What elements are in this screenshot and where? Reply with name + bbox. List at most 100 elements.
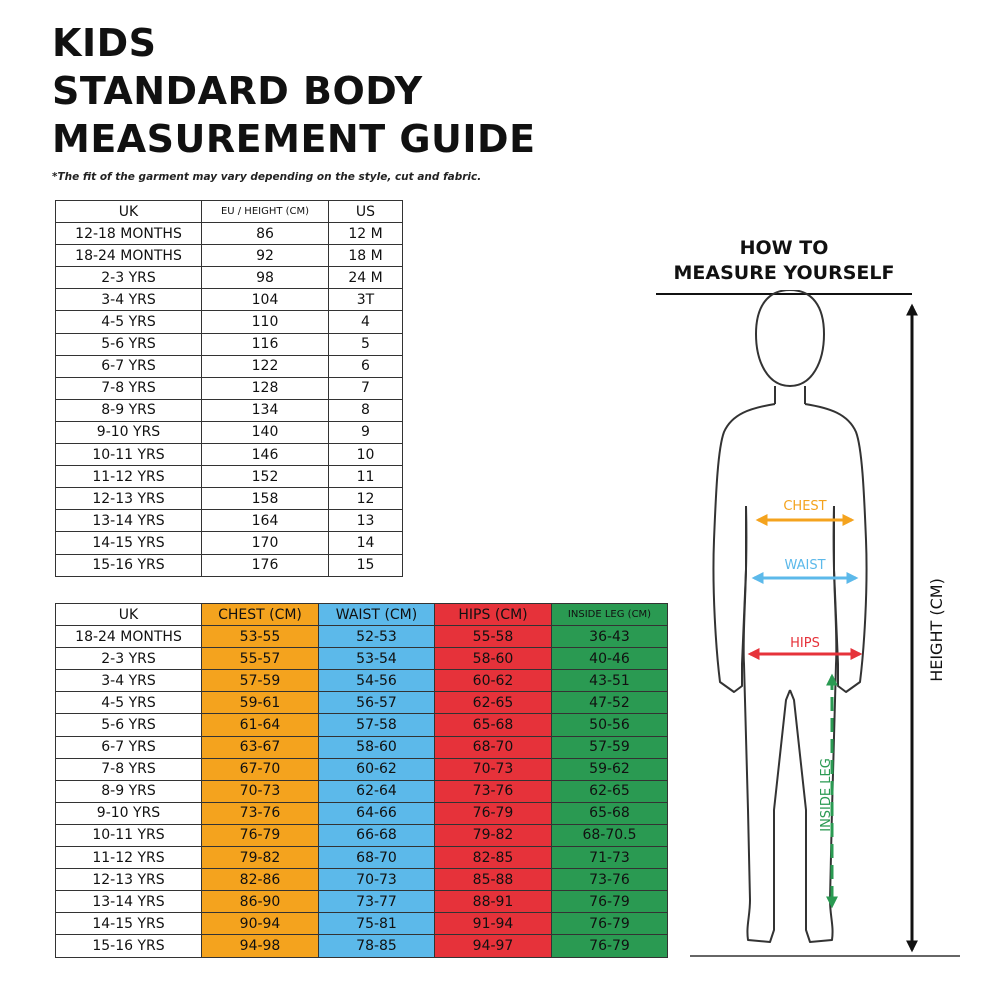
inside-leg-cell: 65-68 <box>551 801 668 825</box>
eu-height-cell: 116 <box>201 332 329 356</box>
table-row: 9-10 YRS 140 9 <box>55 420 403 445</box>
chest-label: CHEST <box>783 499 826 514</box>
chest-cell: 57-59 <box>201 669 319 693</box>
height-measure: HEIGHT (CM) <box>906 303 946 953</box>
chest-cell: 63-67 <box>201 735 319 759</box>
how-to-line: HOW TO <box>739 237 829 259</box>
header-chest: CHEST (CM) <box>201 602 319 627</box>
hips-cell: 58-60 <box>434 647 552 671</box>
child-silhouette-icon <box>712 290 868 943</box>
table-row: 2-3 YRS 98 24 M <box>55 266 403 290</box>
eu-height-cell: 164 <box>201 509 329 533</box>
hips-cell: 62-65 <box>434 691 552 715</box>
hips-cell: 91-94 <box>434 912 552 936</box>
us-size-cell: 12 <box>328 487 403 511</box>
table-row: 10-11 YRS 76-79 66-68 79-82 68-70.5 <box>55 823 668 848</box>
us-size-cell: 8 <box>328 398 403 422</box>
us-size-cell: 24 M <box>328 266 403 290</box>
chest-cell: 67-70 <box>201 757 319 781</box>
uk-size-cell: 7-8 YRS <box>55 376 202 400</box>
table-row: 3-4 YRS 57-59 54-56 60-62 43-51 <box>55 669 668 693</box>
uk-size-cell: 15-16 YRS <box>55 553 202 577</box>
uk-size-cell: 2-3 YRS <box>55 647 202 671</box>
uk-size-cell: 3-4 YRS <box>55 288 202 312</box>
header-eu-height: EU / HEIGHT (CM) <box>201 199 329 224</box>
table-row: 4-5 YRS 59-61 56-57 62-65 47-52 <box>55 691 668 715</box>
waist-cell: 75-81 <box>318 912 435 936</box>
hips-cell: 60-62 <box>434 669 552 693</box>
table-row: 8-9 YRS 134 8 <box>55 398 403 422</box>
title-standard-body: STANDARD BODY <box>52 69 423 113</box>
table-row: 9-10 YRS 73-76 64-66 76-79 65-68 <box>55 801 668 825</box>
table-row: 13-14 YRS 86-90 73-77 88-91 76-79 <box>55 890 668 914</box>
eu-height-cell: 134 <box>201 398 329 422</box>
us-size-cell: 5 <box>328 332 403 356</box>
eu-height-cell: 122 <box>201 354 329 378</box>
inside-leg-cell: 47-52 <box>551 691 668 715</box>
header-waist: WAIST (CM) <box>318 602 435 627</box>
table-row: 2-3 YRS 55-57 53-54 58-60 40-46 <box>55 647 668 671</box>
chest-cell: 82-86 <box>201 868 319 892</box>
table-row: 5-6 YRS 116 5 <box>55 332 403 356</box>
waist-cell: 60-62 <box>318 757 435 781</box>
inside-leg-cell: 36-43 <box>551 625 668 649</box>
eu-height-cell: 110 <box>201 310 329 334</box>
us-size-cell: 15 <box>328 553 403 577</box>
heading-underline <box>656 293 912 295</box>
title-kids: KIDS <box>52 21 157 65</box>
uk-size-cell: 11-12 YRS <box>55 846 202 870</box>
uk-size-cell: 18-24 MONTHS <box>55 244 202 268</box>
table-row: 6-7 YRS 63-67 58-60 68-70 57-59 <box>55 735 668 759</box>
table-row: 7-8 YRS 128 7 <box>55 376 403 400</box>
chest-cell: 70-73 <box>201 779 319 803</box>
measurement-table-header-row: UK CHEST (CM) WAIST (CM) HIPS (CM) INSID… <box>55 602 668 627</box>
eu-height-cell: 128 <box>201 376 329 400</box>
waist-cell: 53-54 <box>318 647 435 671</box>
hips-cell: 65-68 <box>434 713 552 737</box>
table-row: 18-24 MONTHS 53-55 52-53 55-58 36-43 <box>55 625 668 649</box>
waist-cell: 66-68 <box>318 823 435 848</box>
table-row: 3-4 YRS 104 3T <box>55 288 403 312</box>
hips-cell: 76-79 <box>434 801 552 825</box>
inside-leg-cell: 62-65 <box>551 779 668 803</box>
us-size-cell: 3T <box>328 288 403 312</box>
table-row: 8-9 YRS 70-73 62-64 73-76 62-65 <box>55 779 668 803</box>
measurement-figure: CHEST WAIST HIPS INSIDE LEG HEIGHT (CM) <box>690 290 960 957</box>
chest-cell: 53-55 <box>201 625 319 649</box>
uk-size-cell: 11-12 YRS <box>55 465 202 489</box>
hips-cell: 82-85 <box>434 846 552 870</box>
height-label: HEIGHT (CM) <box>927 578 946 682</box>
header-uk: UK <box>55 602 202 627</box>
uk-size-cell: 3-4 YRS <box>55 669 202 693</box>
table-row: 12-13 YRS 158 12 <box>55 487 403 511</box>
hips-cell: 88-91 <box>434 890 552 914</box>
eu-height-cell: 146 <box>201 443 329 467</box>
chest-cell: 73-76 <box>201 801 319 825</box>
header-uk: UK <box>55 199 202 224</box>
waist-cell: 78-85 <box>318 934 435 958</box>
waist-cell: 56-57 <box>318 691 435 715</box>
inside-leg-cell: 40-46 <box>551 647 668 671</box>
chest-measure: CHEST <box>755 499 855 526</box>
hips-label: HIPS <box>790 636 820 651</box>
uk-size-cell: 12-13 YRS <box>55 868 202 892</box>
uk-size-cell: 6-7 YRS <box>55 735 202 759</box>
inside-leg-label: INSIDE LEG <box>819 758 834 832</box>
uk-size-cell: 15-16 YRS <box>55 934 202 958</box>
inside-leg-cell: 73-76 <box>551 868 668 892</box>
inside-leg-cell: 59-62 <box>551 757 668 781</box>
eu-height-cell: 158 <box>201 487 329 511</box>
table-row: 15-16 YRS 176 15 <box>55 553 403 577</box>
table-row: 6-7 YRS 122 6 <box>55 354 403 378</box>
hips-cell: 85-88 <box>434 868 552 892</box>
chest-cell: 94-98 <box>201 934 319 958</box>
header-hips: HIPS (CM) <box>434 602 552 627</box>
us-size-cell: 14 <box>328 531 403 555</box>
table-row: 13-14 YRS 164 13 <box>55 509 403 533</box>
uk-size-cell: 5-6 YRS <box>55 713 202 737</box>
chest-cell: 59-61 <box>201 691 319 715</box>
eu-height-cell: 140 <box>201 420 329 445</box>
inside-leg-cell: 71-73 <box>551 846 668 870</box>
table-row: 11-12 YRS 152 11 <box>55 465 403 489</box>
uk-size-cell: 13-14 YRS <box>55 890 202 914</box>
